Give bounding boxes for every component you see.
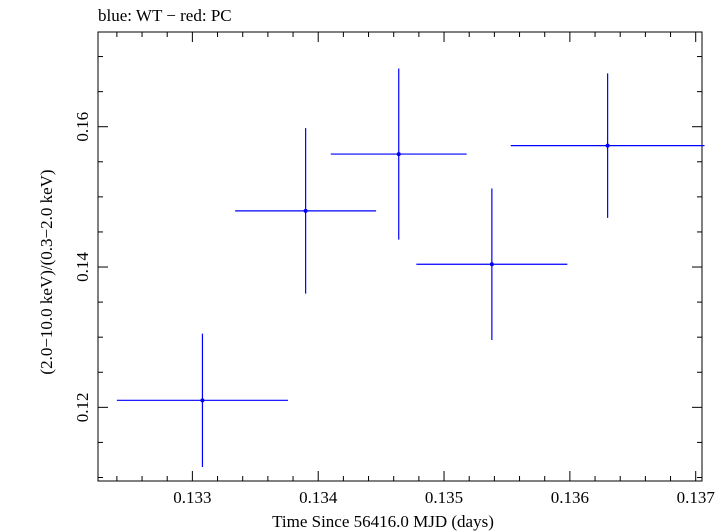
plot-frame [97, 31, 703, 482]
x-tick-label: 0.137 [677, 488, 716, 507]
point-marker [396, 152, 401, 157]
point-marker [489, 262, 494, 267]
point-marker [605, 143, 610, 148]
y-tick-label: 0.14 [73, 252, 92, 282]
x-tick-label: 0.134 [299, 488, 338, 507]
x-axis-label: Time Since 56416.0 MJD (days) [272, 512, 494, 531]
data-point [116, 333, 289, 467]
data-point [330, 68, 467, 240]
y-axis-label: (2.0−10.0 keV)/(0.3−2.0 keV) [37, 169, 56, 374]
y-tick-label: 0.16 [73, 112, 92, 142]
y-tick-label: 0.12 [73, 392, 92, 422]
point-marker [200, 398, 205, 403]
data-series [116, 68, 705, 467]
x-tick-label: 0.133 [173, 488, 211, 507]
data-point [235, 128, 377, 294]
y-axis: 0.12 0.14 0.16 [73, 56, 702, 478]
chart-title: blue: WT − red: PC [98, 6, 232, 25]
x-tick-label: 0.135 [425, 488, 463, 507]
data-point [510, 73, 705, 218]
point-marker [303, 208, 308, 213]
x-tick-label: 0.136 [551, 488, 589, 507]
x-axis: 0.133 0.134 0.135 0.136 0.137 [116, 32, 716, 507]
data-point [416, 188, 568, 340]
